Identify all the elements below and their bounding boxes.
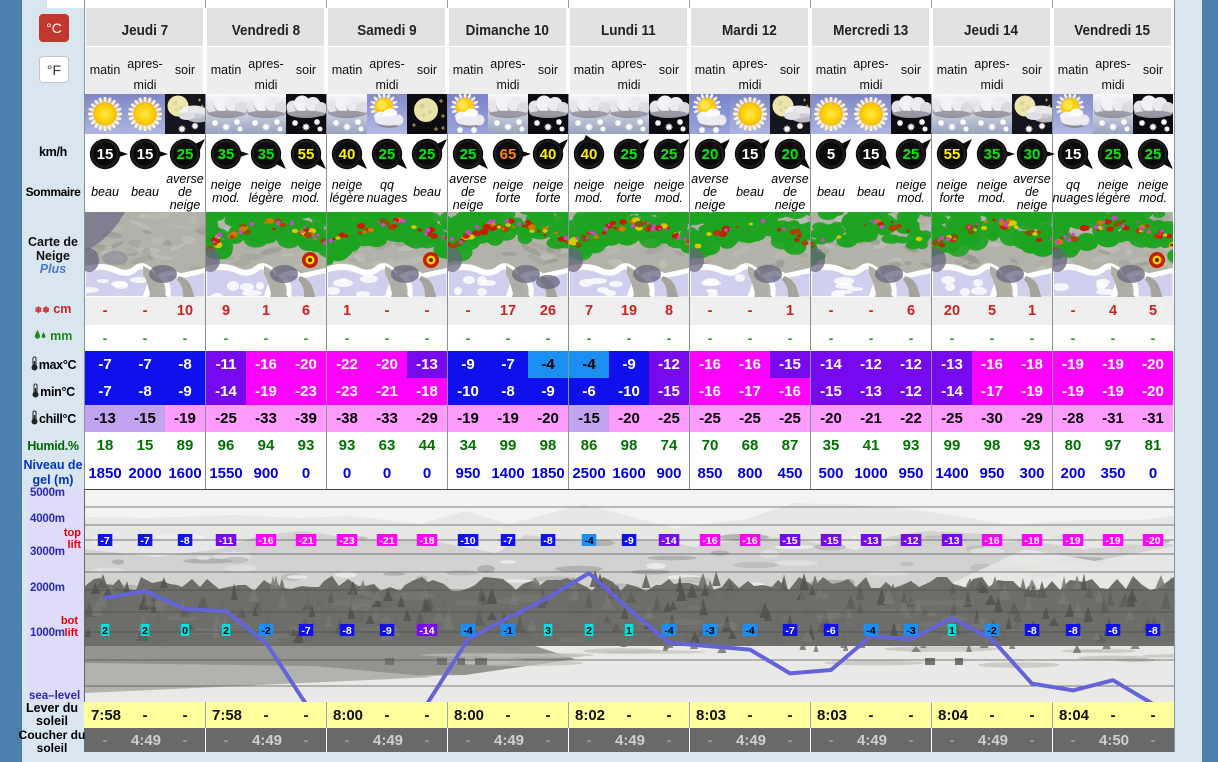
- svg-text:20: 20: [782, 146, 799, 163]
- svg-text:-4: -4: [866, 625, 875, 637]
- svg-text:1: 1: [626, 625, 632, 637]
- svg-text:-4: -4: [584, 535, 593, 547]
- svg-text:25: 25: [379, 146, 396, 163]
- svg-text:25: 25: [903, 146, 920, 163]
- svg-text:35: 35: [984, 146, 1001, 163]
- svg-text:-13: -13: [944, 535, 959, 547]
- svg-text:15: 15: [863, 146, 880, 163]
- svg-text:0: 0: [182, 625, 188, 637]
- svg-text:2: 2: [586, 625, 592, 637]
- svg-text:-8: -8: [342, 625, 351, 637]
- svg-text:25: 25: [419, 146, 436, 163]
- svg-text:-16: -16: [702, 535, 717, 547]
- svg-text:-7: -7: [785, 625, 794, 637]
- svg-text:-12: -12: [903, 535, 918, 547]
- svg-text:2: 2: [223, 625, 229, 637]
- svg-text:25: 25: [1145, 146, 1162, 163]
- svg-text:-19: -19: [1065, 535, 1080, 547]
- svg-text:-2: -2: [261, 625, 270, 637]
- svg-text:-8: -8: [1027, 625, 1036, 637]
- svg-text:40: 40: [540, 146, 557, 163]
- svg-text:15: 15: [137, 146, 154, 163]
- svg-text:-10: -10: [460, 535, 475, 547]
- svg-text:40: 40: [581, 146, 598, 163]
- svg-text:40: 40: [339, 146, 356, 163]
- svg-text:-4: -4: [463, 625, 472, 637]
- svg-text:-18: -18: [419, 535, 434, 547]
- svg-text:-11: -11: [219, 535, 234, 547]
- svg-text:3: 3: [545, 625, 551, 637]
- svg-text:-1: -1: [503, 625, 512, 637]
- svg-text:2: 2: [102, 625, 108, 637]
- svg-text:-14: -14: [661, 535, 676, 547]
- svg-text:-4: -4: [664, 625, 673, 637]
- svg-text:-2: -2: [987, 625, 996, 637]
- svg-text:30: 30: [1024, 146, 1041, 163]
- svg-text:25: 25: [177, 146, 194, 163]
- svg-text:20: 20: [702, 146, 719, 163]
- svg-text:65: 65: [500, 146, 517, 163]
- svg-text:35: 35: [218, 146, 235, 163]
- svg-text:35: 35: [258, 146, 275, 163]
- svg-text:-7: -7: [503, 535, 512, 547]
- svg-text:-15: -15: [782, 535, 797, 547]
- svg-text:-8: -8: [1068, 625, 1077, 637]
- svg-text:-13: -13: [863, 535, 878, 547]
- svg-text:-19: -19: [1105, 535, 1120, 547]
- svg-text:2: 2: [142, 625, 148, 637]
- svg-text:-3: -3: [705, 625, 714, 637]
- svg-text:-15: -15: [823, 535, 838, 547]
- svg-text:15: 15: [97, 146, 114, 163]
- svg-text:1: 1: [949, 625, 955, 637]
- svg-text:-16: -16: [258, 535, 273, 547]
- svg-text:-6: -6: [1108, 625, 1117, 637]
- svg-text:-16: -16: [742, 535, 757, 547]
- svg-text:-9: -9: [382, 625, 391, 637]
- svg-text:-8: -8: [543, 535, 552, 547]
- svg-text:-20: -20: [1145, 535, 1160, 547]
- svg-text:-16: -16: [984, 535, 999, 547]
- svg-text:25: 25: [1105, 146, 1122, 163]
- svg-text:25: 25: [621, 146, 638, 163]
- svg-text:-8: -8: [180, 535, 189, 547]
- svg-text:-7: -7: [140, 535, 149, 547]
- svg-text:-18: -18: [1024, 535, 1039, 547]
- svg-text:-3: -3: [906, 625, 915, 637]
- svg-text:-8: -8: [1148, 625, 1157, 637]
- svg-text:25: 25: [661, 146, 678, 163]
- svg-text:55: 55: [298, 146, 315, 163]
- svg-text:-7: -7: [301, 625, 310, 637]
- svg-text:55: 55: [944, 146, 961, 163]
- svg-text:-9: -9: [624, 535, 633, 547]
- svg-text:-4: -4: [745, 625, 754, 637]
- svg-text:-14: -14: [419, 625, 434, 637]
- svg-text:15: 15: [1065, 146, 1082, 163]
- svg-text:15: 15: [742, 146, 759, 163]
- svg-text:-21: -21: [298, 535, 313, 547]
- svg-text:5: 5: [827, 146, 835, 163]
- svg-text:-7: -7: [100, 535, 109, 547]
- svg-text:-21: -21: [379, 535, 394, 547]
- svg-text:25: 25: [460, 146, 477, 163]
- svg-text:-23: -23: [339, 535, 354, 547]
- svg-text:-6: -6: [826, 625, 835, 637]
